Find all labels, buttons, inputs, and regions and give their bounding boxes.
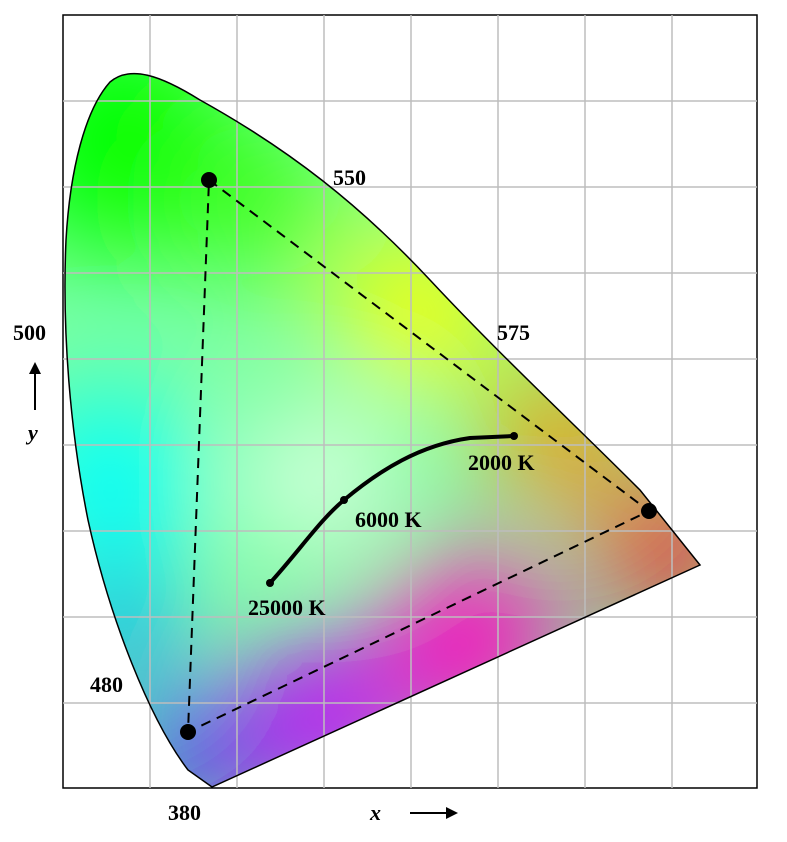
- y-arrowhead: [29, 362, 41, 374]
- spectral-locus: [64, 72, 702, 788]
- wavelength-label: 380: [168, 800, 201, 825]
- gamut-triangle: [186, 178, 651, 734]
- wavelength-label: 575: [497, 320, 530, 345]
- planckian-locus: [268, 434, 515, 585]
- temperature-label: 6000 K: [355, 507, 422, 532]
- primary-blue: [180, 724, 196, 740]
- temperature-label: 2000 K: [468, 450, 535, 475]
- wavelength-label: 500: [13, 320, 46, 345]
- locus-point: [266, 579, 274, 587]
- x-arrowhead: [446, 807, 458, 819]
- locus-point: [340, 496, 348, 504]
- wavelength-label: 550: [333, 165, 366, 190]
- primary-green: [201, 172, 217, 188]
- primary-red: [641, 503, 657, 519]
- grid: [63, 15, 757, 788]
- temperature-label: 25000 K: [248, 595, 326, 620]
- locus-point: [510, 432, 518, 440]
- x-axis-label: x: [369, 800, 381, 825]
- wavelength-label: 480: [90, 672, 123, 697]
- y-axis-label: y: [25, 420, 38, 445]
